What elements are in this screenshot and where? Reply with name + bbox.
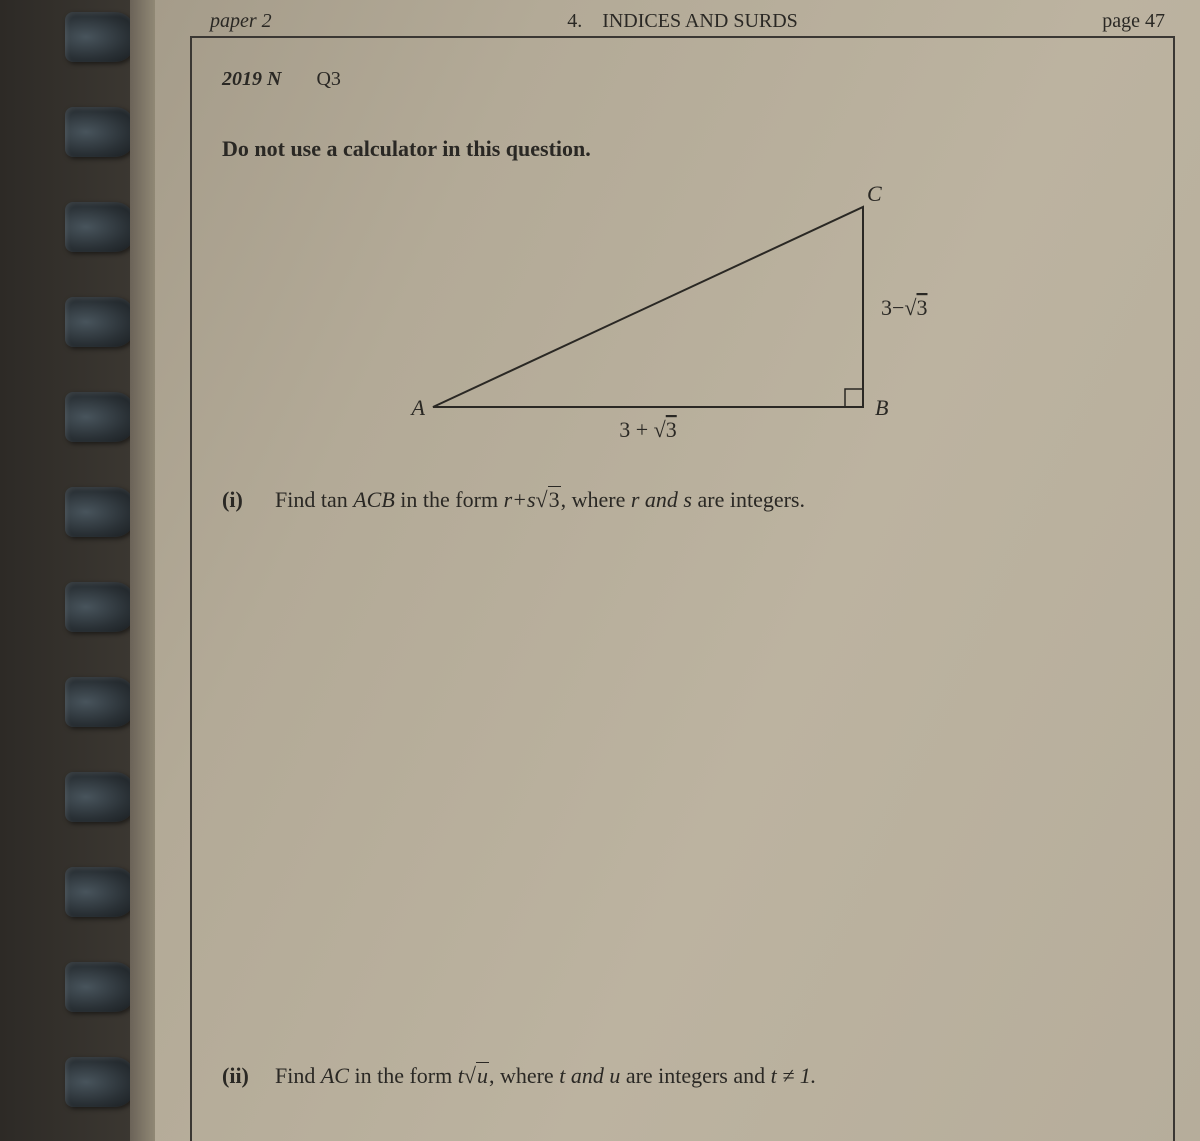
binding-comb	[65, 12, 135, 62]
part-ii-number: (ii)	[222, 1063, 257, 1089]
svg-text:C: C	[867, 182, 882, 206]
part-i-number: (i)	[222, 487, 257, 513]
page-surface: paper 2 4. INDICES AND SURDS page 47 201…	[155, 0, 1200, 1141]
triangle-diagram: A B C 3 + √3 3−√3	[383, 182, 983, 462]
binding-comb	[65, 867, 135, 917]
exam-year: 2019 N	[222, 68, 281, 90]
content-frame: 2019 N Q3 Do not use a calculator in thi…	[190, 36, 1175, 1141]
exam-reference: 2019 N Q3	[222, 68, 1143, 91]
binding-comb	[65, 582, 135, 632]
binding-comb	[65, 392, 135, 442]
svg-text:B: B	[875, 395, 888, 420]
binding-comb	[65, 297, 135, 347]
binding-comb	[65, 1057, 135, 1107]
part-i-text: Find tan ACB in the form r+s3, where r a…	[275, 487, 805, 513]
svg-text:A: A	[409, 395, 425, 420]
binding-comb	[65, 677, 135, 727]
binding-comb	[65, 202, 135, 252]
page-number: page 47	[1102, 10, 1165, 33]
question-number: Q3	[316, 68, 340, 90]
instruction-text: Do not use a calculator in this question…	[222, 136, 1143, 162]
svg-text:3−√3: 3−√3	[881, 295, 928, 320]
binding-comb	[65, 772, 135, 822]
chapter-title: 4. INDICES AND SURDS	[190, 10, 1175, 33]
binding-comb	[65, 487, 135, 537]
svg-text:3 + √3: 3 + √3	[619, 417, 677, 442]
binding-comb	[65, 107, 135, 157]
spiral-binding	[0, 0, 140, 1141]
part-ii-text: Find AC in the form tu, where t and u ar…	[275, 1063, 816, 1089]
part-ii: (ii) Find AC in the form tu, where t and…	[222, 1063, 1143, 1089]
binding-comb	[65, 962, 135, 1012]
part-i: (i) Find tan ACB in the form r+s3, where…	[222, 487, 1143, 513]
